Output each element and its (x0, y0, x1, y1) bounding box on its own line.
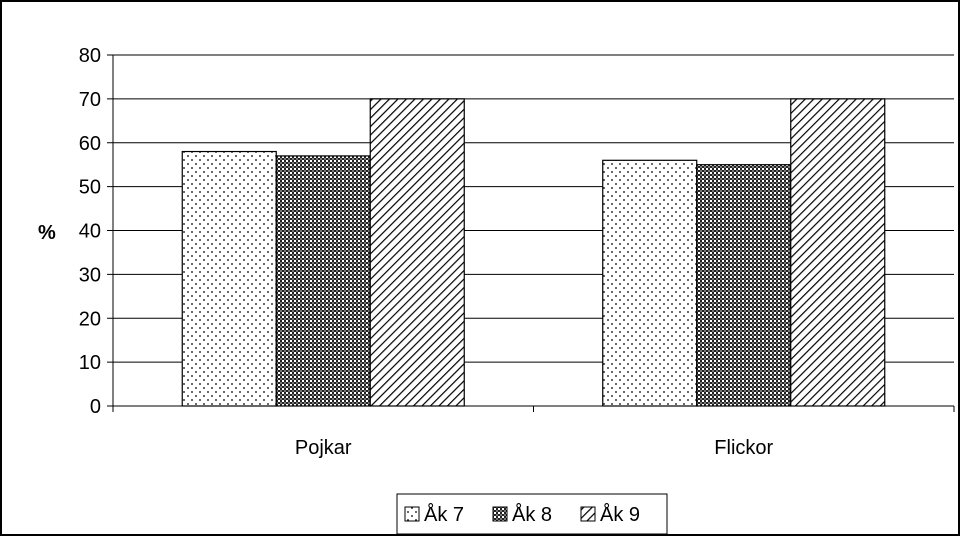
y-axis-label: % (38, 222, 56, 244)
y-tick-label: 70 (79, 89, 101, 111)
y-tick-label: 10 (79, 352, 101, 374)
legend-label: Åk 8 (512, 503, 552, 526)
bar-pojkar-series-1 (181, 150, 277, 407)
legend-swatch (404, 506, 420, 522)
y-tick-label: 30 (79, 264, 101, 286)
legend-label: Åk 7 (424, 503, 464, 526)
y-tick-label: 0 (90, 396, 101, 418)
y-tick-label: 20 (79, 308, 101, 330)
legend: Åk 7 Åk 8 Åk 9 (396, 493, 668, 535)
legend-swatch (492, 506, 508, 522)
bar-flickor-series-2 (696, 164, 792, 407)
legend-swatch (580, 506, 596, 522)
bar-flickor-series-1 (602, 159, 698, 407)
bar-pojkar-series-3 (369, 98, 465, 407)
y-tick-labels: 0 10 20 30 40 50 60 70 80 (79, 45, 101, 418)
y-tick-label: 40 (79, 221, 101, 243)
legend-label: Åk 9 (600, 503, 640, 526)
bar-flickor-series-3 (790, 98, 886, 407)
bar-pojkar-series-2 (275, 155, 371, 407)
y-tick-label: 80 (79, 45, 101, 67)
y-tick-label: 60 (79, 133, 101, 155)
y-tick-label: 50 (79, 177, 101, 199)
bars (181, 98, 886, 407)
category-labels: Pojkar Flickor (295, 437, 774, 459)
category-label: Pojkar (295, 437, 352, 459)
category-label: Flickor (714, 437, 773, 459)
legend-box (396, 493, 668, 535)
